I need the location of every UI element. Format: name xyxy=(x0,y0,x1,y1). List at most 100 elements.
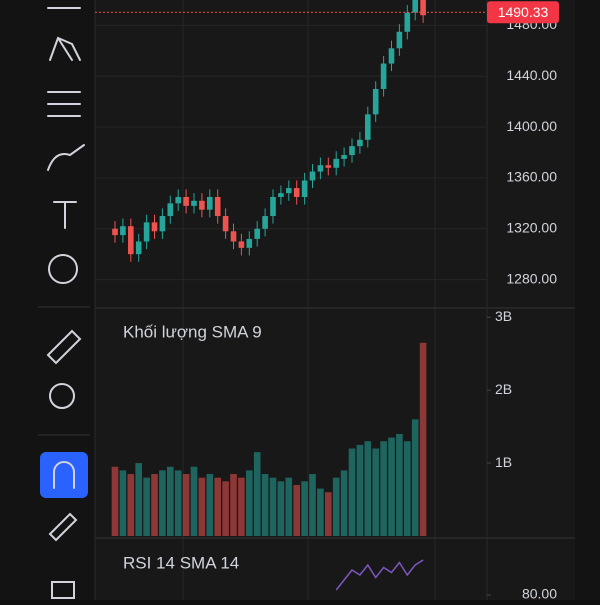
volume-bar xyxy=(404,441,411,536)
volume-bar xyxy=(364,441,372,536)
volume-bar xyxy=(388,437,395,536)
candle-body xyxy=(230,231,237,242)
volume-bar xyxy=(356,444,364,536)
last-price-label: 1490.33 xyxy=(498,4,549,20)
y-tick-label: 1280.00 xyxy=(506,270,557,286)
fib-tool[interactable] xyxy=(47,91,81,117)
toolbar xyxy=(38,7,90,599)
volume-bar xyxy=(174,470,182,536)
candle-body xyxy=(293,188,300,197)
y-tick-label: 1400.00 xyxy=(506,118,557,134)
volume-title: Khối lượng SMA 9 xyxy=(123,322,262,341)
rsi-line xyxy=(335,559,424,591)
volume-bar xyxy=(111,466,119,536)
volume-bar xyxy=(396,433,403,536)
volume-bar xyxy=(119,470,127,536)
volume-tick-label: 3B xyxy=(495,308,512,324)
candle-body xyxy=(349,146,355,156)
candle-body xyxy=(199,200,205,210)
candle-body xyxy=(167,203,174,217)
candle-body xyxy=(128,226,134,255)
candle-body xyxy=(357,139,363,147)
candle-body xyxy=(238,241,245,248)
volume-bar xyxy=(277,481,285,536)
candle-body xyxy=(325,165,332,168)
candle-body xyxy=(254,228,260,239)
candle-body xyxy=(120,226,126,236)
candle-body xyxy=(246,238,253,248)
candle-body xyxy=(420,0,426,16)
volume-bar xyxy=(206,474,214,536)
volume-bar xyxy=(340,470,348,536)
volume-bar xyxy=(190,466,198,536)
rsi-tick-label: 80.00 xyxy=(522,586,557,600)
candle-body xyxy=(341,155,347,159)
volume-bar xyxy=(238,477,245,536)
volume-bar xyxy=(301,481,308,536)
candle-body xyxy=(301,180,308,197)
y-tick-label: 1360.00 xyxy=(506,169,557,185)
lock-drawing-tool[interactable] xyxy=(48,512,78,542)
candle-body xyxy=(333,158,339,168)
candle-body xyxy=(151,222,158,232)
volume-bar xyxy=(261,474,269,536)
candle-body xyxy=(365,114,371,140)
rsi-title: RSI 14 SMA 14 xyxy=(123,553,239,572)
volume-bar xyxy=(269,477,277,536)
volume-bar xyxy=(293,484,300,536)
volume-bar xyxy=(380,441,387,536)
volume-bar xyxy=(182,474,190,536)
lock-tool[interactable] xyxy=(51,581,75,599)
volume-bar xyxy=(135,463,142,536)
candle-body xyxy=(222,216,229,232)
candle-body xyxy=(404,12,411,32)
candle-body xyxy=(112,228,118,236)
candle-body xyxy=(135,241,142,255)
candle-body xyxy=(317,165,324,172)
volume-tick-label: 1B xyxy=(495,454,512,470)
price-pane xyxy=(95,0,487,281)
volume-bar xyxy=(167,466,174,536)
brush-tool[interactable] xyxy=(47,144,85,171)
candle-body xyxy=(214,196,221,217)
volume-bar xyxy=(253,452,261,536)
volume-tick-label: 2B xyxy=(495,381,512,397)
volume-bar xyxy=(143,477,150,536)
candle-body xyxy=(183,196,189,206)
ruler-tool[interactable] xyxy=(46,329,82,365)
volume-bar xyxy=(214,477,221,536)
y-tick-label: 1440.00 xyxy=(506,67,557,83)
volume-bar xyxy=(285,477,293,536)
candle-body xyxy=(388,48,395,64)
y-tick-label: 1320.00 xyxy=(506,219,557,235)
volume-bar xyxy=(127,474,135,536)
volume-bar xyxy=(372,448,379,536)
candle-body xyxy=(372,88,379,115)
candle-body xyxy=(380,63,387,89)
volume-bar xyxy=(348,448,356,536)
candle-body xyxy=(175,196,181,204)
emoji-tool[interactable] xyxy=(48,254,78,284)
volume-bar xyxy=(246,470,253,536)
last-price-box xyxy=(487,1,559,24)
volume-bar xyxy=(411,419,419,536)
pattern-tool[interactable] xyxy=(49,36,81,61)
volume-bar xyxy=(309,474,316,536)
volume-bar xyxy=(325,492,332,536)
volume-bar xyxy=(151,474,158,536)
candle-body xyxy=(143,222,150,242)
candle-body xyxy=(191,200,197,206)
candle-body xyxy=(262,216,268,229)
zoom-tool[interactable] xyxy=(49,383,75,409)
candle-body xyxy=(270,196,276,217)
volume-bar xyxy=(159,470,166,536)
volume-bar xyxy=(222,481,229,536)
candle-body xyxy=(286,188,292,194)
magnet-button[interactable] xyxy=(40,452,88,498)
text-tool[interactable] xyxy=(53,201,77,229)
volume-bar xyxy=(419,342,427,536)
candle-body xyxy=(309,171,316,181)
volume-bar xyxy=(230,474,237,536)
